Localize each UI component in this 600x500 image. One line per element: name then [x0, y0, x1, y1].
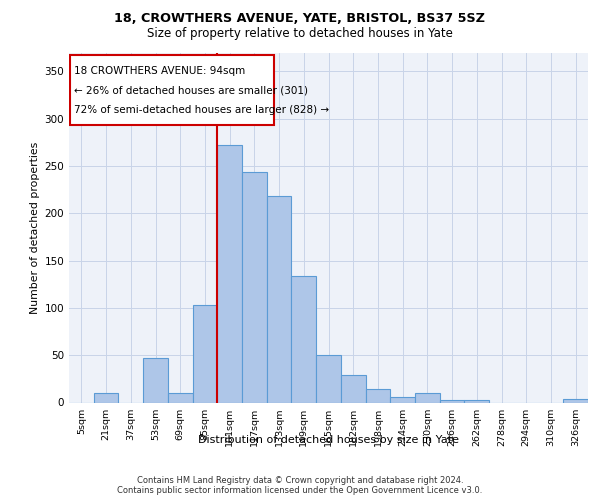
Bar: [70, 56, 274, 126]
Bar: [464, 400, 489, 402]
Text: ← 26% of detached houses are smaller (301): ← 26% of detached houses are smaller (30…: [74, 86, 308, 96]
Bar: [390, 397, 415, 402]
Text: Size of property relative to detached houses in Yate: Size of property relative to detached ho…: [147, 28, 453, 40]
Text: 18 CROWTHERS AVENUE: 94sqm: 18 CROWTHERS AVENUE: 94sqm: [74, 66, 245, 76]
Bar: [168, 393, 193, 402]
Y-axis label: Number of detached properties: Number of detached properties: [30, 142, 40, 314]
Bar: [193, 305, 217, 402]
Bar: [267, 196, 292, 402]
Bar: [292, 276, 316, 402]
Bar: [316, 355, 341, 403]
Bar: [415, 393, 440, 402]
Text: 18, CROWTHERS AVENUE, YATE, BRISTOL, BS37 5SZ: 18, CROWTHERS AVENUE, YATE, BRISTOL, BS3…: [115, 12, 485, 26]
Bar: [242, 172, 267, 402]
Bar: [143, 358, 168, 403]
Bar: [563, 398, 588, 402]
Text: Contains public sector information licensed under the Open Government Licence v3: Contains public sector information licen…: [118, 486, 482, 495]
Bar: [365, 390, 390, 402]
Bar: [94, 393, 118, 402]
Bar: [341, 375, 365, 402]
Text: Distribution of detached houses by size in Yate: Distribution of detached houses by size …: [198, 435, 460, 445]
Text: 72% of semi-detached houses are larger (828) →: 72% of semi-detached houses are larger (…: [74, 105, 329, 115]
Bar: [217, 145, 242, 403]
Text: Contains HM Land Registry data © Crown copyright and database right 2024.: Contains HM Land Registry data © Crown c…: [137, 476, 463, 485]
Bar: [440, 400, 464, 402]
